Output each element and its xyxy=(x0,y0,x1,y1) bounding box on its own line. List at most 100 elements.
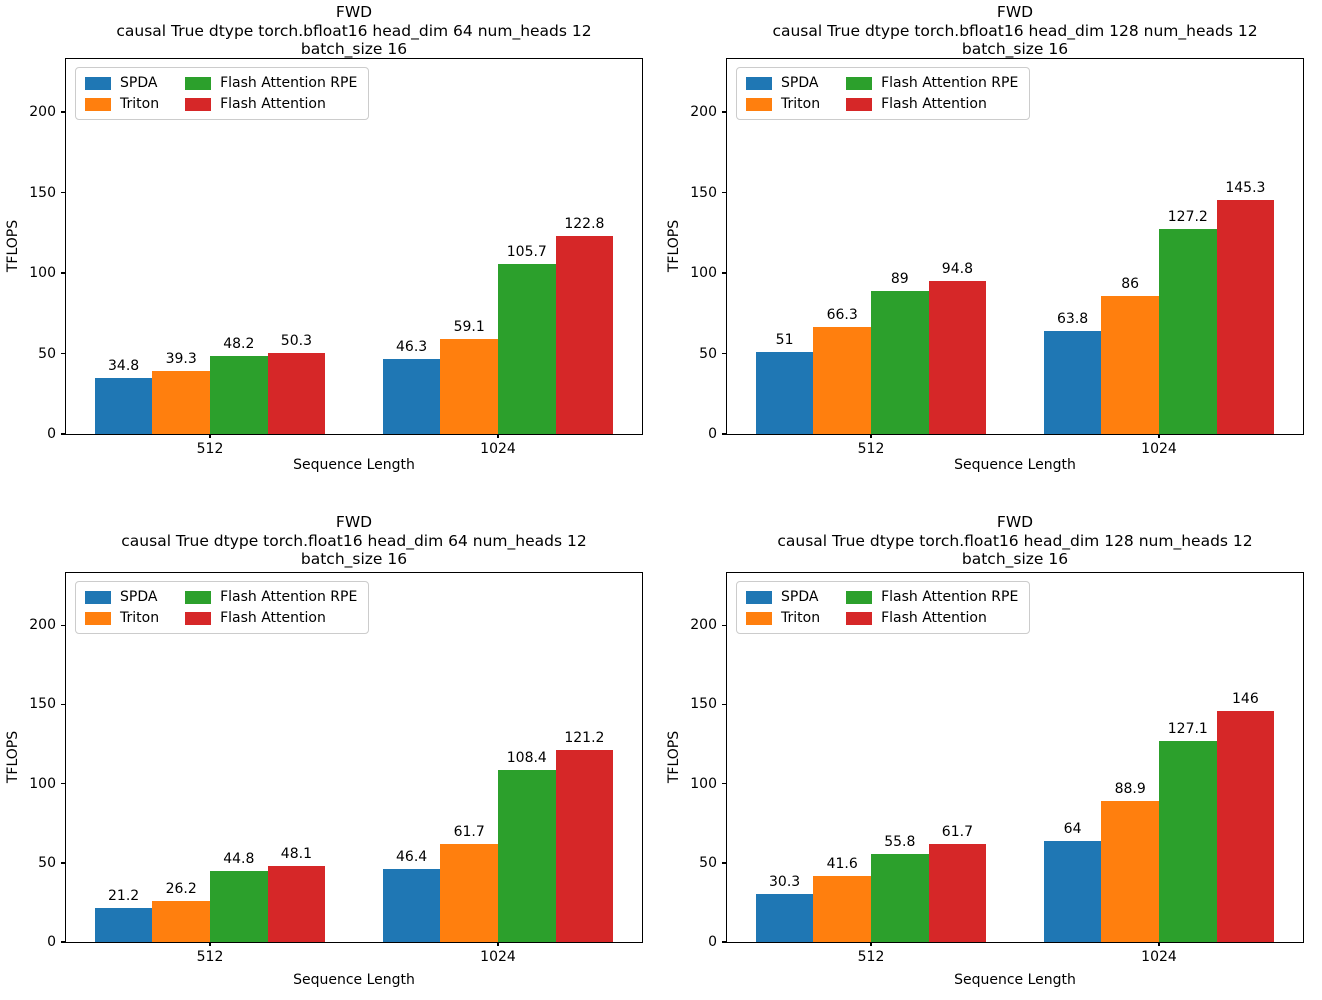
bar-spda xyxy=(1043,840,1102,942)
x-tick-mark xyxy=(870,434,872,438)
bar-value-label: 46.4 xyxy=(396,848,428,865)
y-tick-label: 50 xyxy=(699,854,717,871)
legend-item: Flash Attention xyxy=(846,610,1018,626)
chart-title-line3: batch_size 16 xyxy=(300,40,408,59)
bar-value-label: 34.8 xyxy=(108,358,140,374)
y-tick-label: 100 xyxy=(690,265,717,282)
legend-color-patch xyxy=(746,76,772,90)
legend-item: Flash Attention RPE xyxy=(846,589,1018,605)
bar-value-label: 88.9 xyxy=(1114,781,1146,798)
chart-title-line1: FWD xyxy=(996,3,1034,21)
legend-label: Flash Attention RPE xyxy=(881,589,1019,605)
legend-label: Flash Attention xyxy=(220,610,326,626)
x-tick-label: 512 xyxy=(857,949,885,965)
legend-label: SPDA xyxy=(120,589,158,605)
y-tick-label: 200 xyxy=(29,617,56,634)
legend-item: SPDA xyxy=(746,75,820,91)
x-axis-label: Sequence Length xyxy=(293,457,415,473)
chart-title-line2: causal True dtype torch.bfloat16 head_di… xyxy=(116,21,592,40)
y-tick-label: 150 xyxy=(690,184,717,201)
legend-label: Flash Attention RPE xyxy=(220,75,358,91)
bar-value-label: 51 xyxy=(775,331,794,348)
bar-value-label: 108.4 xyxy=(506,750,547,767)
bar-value-label: 86 xyxy=(1121,275,1140,292)
y-tick-label: 200 xyxy=(29,104,56,121)
legend-item: SPDA xyxy=(85,75,159,91)
bar-triton xyxy=(1101,295,1159,434)
legend-item: Triton xyxy=(85,96,159,112)
bar-value-label: 39.3 xyxy=(165,350,197,367)
bar-flash-attention-rpe xyxy=(210,871,268,942)
bar-value-label: 55.8 xyxy=(884,833,916,850)
bar-flash-attention xyxy=(928,844,987,942)
legend-label: SPDA xyxy=(781,75,819,91)
y-tick-mark xyxy=(61,782,65,785)
y-axis-label: TFLOPS xyxy=(5,730,21,784)
bar-flash-attention-rpe xyxy=(1159,740,1217,942)
plot-area: SPDA Triton Flash Attention RPE Flash Atten… xyxy=(690,572,1304,965)
y-tick-mark xyxy=(722,272,726,274)
y-tick-label: 0 xyxy=(47,426,56,442)
legend-label: Flash Attention xyxy=(881,610,987,626)
bar-triton xyxy=(813,327,871,434)
y-tick-mark xyxy=(61,862,65,864)
bar-value-label: 30.3 xyxy=(769,874,801,891)
chart-title-line3: batch_size 16 xyxy=(300,550,408,569)
legend-label: Flash Attention xyxy=(881,96,987,112)
bar-value-label: 127.2 xyxy=(1167,209,1208,226)
y-tick-label: 0 xyxy=(708,934,717,950)
legend-item: Flash Attention RPE xyxy=(846,75,1018,91)
bar-value-label: 26.2 xyxy=(165,880,197,897)
chart-title-line2: causal True dtype torch.bfloat16 head_di… xyxy=(772,21,1258,40)
x-tick-mark xyxy=(1158,942,1160,946)
bar-value-label: 48.1 xyxy=(280,845,312,862)
bar-spda xyxy=(94,378,153,434)
y-axis-label: TFLOPS xyxy=(5,219,21,273)
legend-item: Flash Attention xyxy=(846,96,1018,112)
x-axis-label: Sequence Length xyxy=(293,972,415,988)
bar-spda xyxy=(755,351,814,434)
bar-flash-attention xyxy=(1216,200,1275,434)
chart-title: FWD causal True dtype torch.bfloat16 hea… xyxy=(65,3,643,59)
legend-label: Flash Attention RPE xyxy=(220,589,358,605)
legend-item: Triton xyxy=(746,610,820,626)
x-tick-label: 1024 xyxy=(480,949,516,965)
legend: SPDA Triton Flash Attention RPE Flash Atten… xyxy=(736,581,1031,634)
legend-item: Triton xyxy=(85,610,159,626)
bar-value-label: 122.8 xyxy=(564,216,605,233)
legend-item: SPDA xyxy=(85,589,159,605)
chart-title: FWD causal True dtype torch.float16 head… xyxy=(726,513,1304,569)
chart-title-line1: FWD xyxy=(996,513,1034,531)
plot-area: SPDA Triton Flash Attention RPE Flash Atten… xyxy=(29,572,643,965)
legend-color-patch xyxy=(846,97,873,111)
subplot-fwd-float16-headdim64: FWD causal True dtype torch.float16 head… xyxy=(0,500,661,1000)
chart-title-line3: batch_size 16 xyxy=(961,40,1069,59)
y-axis-label: TFLOPS xyxy=(666,730,682,784)
legend-label: SPDA xyxy=(120,75,158,91)
legend-color-patch xyxy=(85,611,111,625)
bar-value-label: 89 xyxy=(890,270,909,287)
legend-color-patch xyxy=(746,590,772,604)
y-tick-mark xyxy=(722,352,726,355)
y-tick-label: 100 xyxy=(690,775,717,792)
legend: SPDA Triton Flash Attention RPE Flash Atten… xyxy=(75,67,370,120)
y-tick-mark xyxy=(722,191,726,194)
y-tick-mark xyxy=(61,191,65,194)
subplot-fwd-bfloat16-headdim128: FWD causal True dtype torch.bfloat16 hea… xyxy=(661,0,1322,500)
chart-title-line2: causal True dtype torch.float16 head_dim… xyxy=(777,531,1253,550)
x-tick-mark xyxy=(870,942,872,946)
y-tick-label: 150 xyxy=(29,184,56,201)
bar-spda xyxy=(94,908,153,942)
legend: SPDA Triton Flash Attention RPE Flash Atten… xyxy=(75,581,370,634)
x-axis-label: Sequence Length xyxy=(954,457,1076,473)
legend-color-patch xyxy=(85,590,111,604)
subplot-fwd-float16-headdim128: FWD causal True dtype torch.float16 head… xyxy=(661,500,1322,1000)
bar-value-label: 121.2 xyxy=(564,730,605,747)
bar-value-label: 44.8 xyxy=(223,851,255,868)
bar-spda xyxy=(1043,331,1102,434)
bar-value-label: 50.3 xyxy=(280,333,312,350)
legend-label: Triton xyxy=(781,96,821,112)
x-tick-mark xyxy=(209,434,211,438)
bar-triton xyxy=(152,370,210,434)
